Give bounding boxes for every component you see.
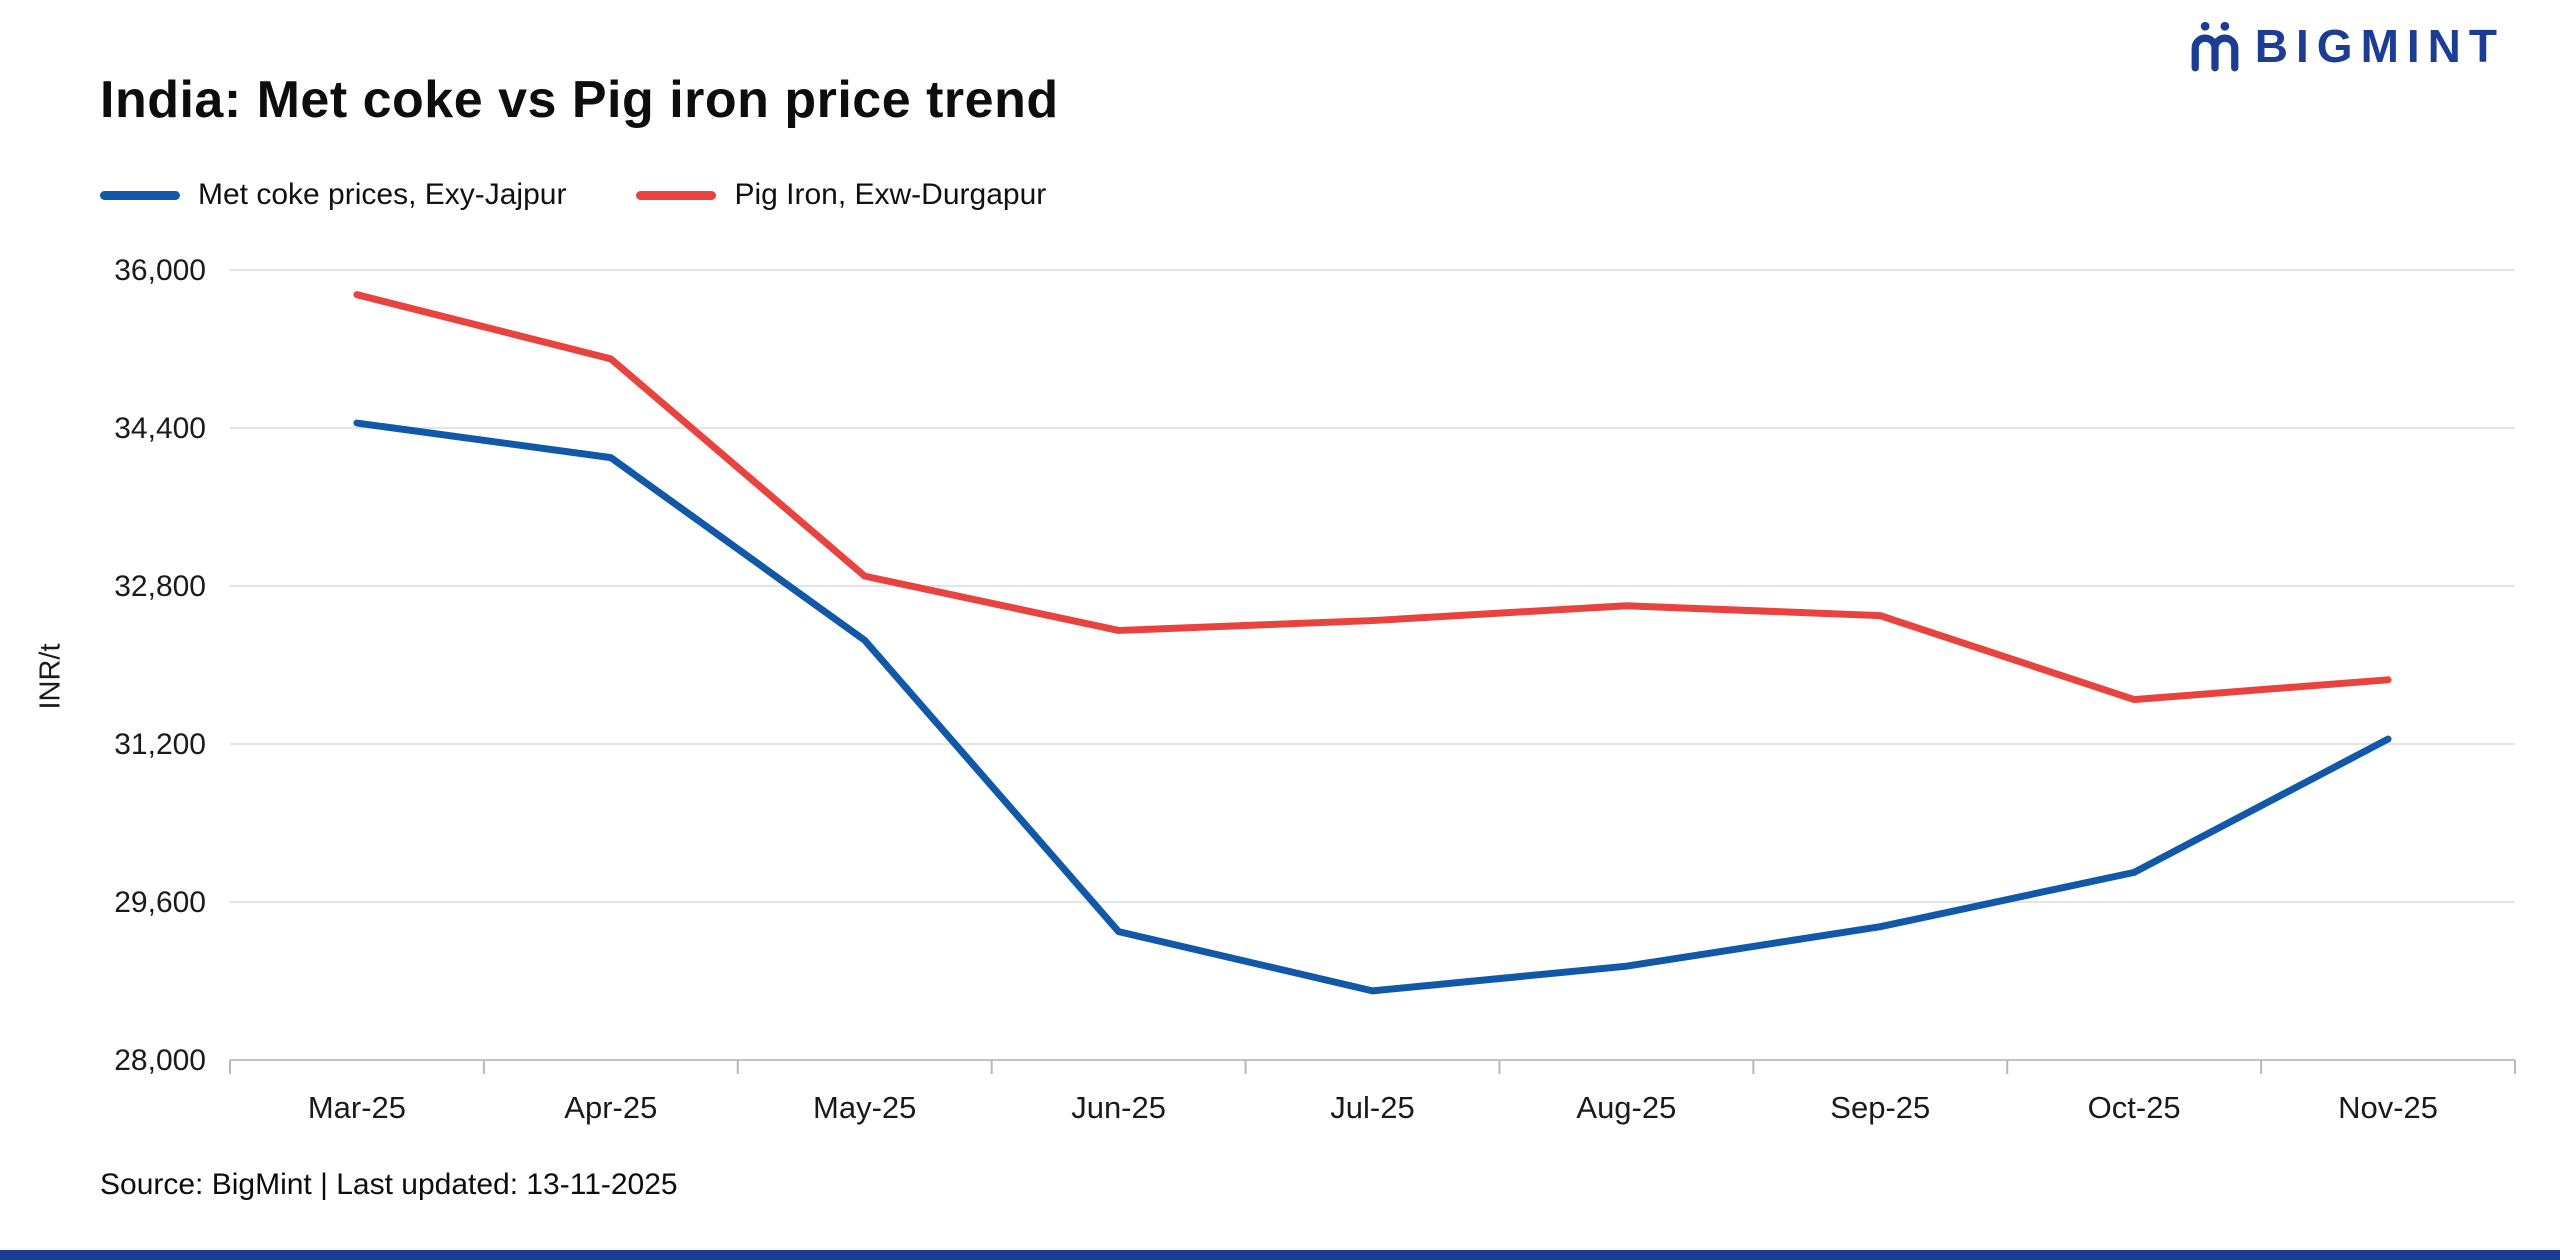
- svg-text:Jun-25: Jun-25: [1071, 1090, 1166, 1125]
- page-title: India: Met coke vs Pig iron price trend: [100, 71, 1059, 129]
- legend-label: Met coke prices, Exy-Jajpur: [198, 178, 567, 211]
- svg-text:May-25: May-25: [813, 1090, 916, 1125]
- legend-label: Pig Iron, Exw-Durgapur: [734, 178, 1047, 211]
- svg-text:29,600: 29,600: [114, 886, 206, 919]
- svg-text:31,200: 31,200: [114, 728, 206, 761]
- svg-text:Apr-25: Apr-25: [564, 1090, 657, 1125]
- svg-text:34,400: 34,400: [114, 412, 206, 445]
- svg-text:36,000: 36,000: [114, 254, 206, 287]
- svg-text:Sep-25: Sep-25: [1830, 1090, 1930, 1125]
- pig-iron-line-swatch: [636, 190, 717, 200]
- legend-item-pig-iron: Pig Iron, Exw-Durgapur: [636, 178, 1046, 212]
- price-trend-chart: 28,000 29,600 31,200 32,800 34,400 36,000 Mar-…: [0, 230, 2560, 1140]
- bigmint-logo: BIGMINT: [2189, 18, 2505, 74]
- source-caption: Source: BigMint | Last updated: 13-11-20…: [100, 1168, 678, 1201]
- bigmint-logo-text: BIGMINT: [2254, 20, 2505, 72]
- svg-text:Nov-25: Nov-25: [2338, 1090, 2438, 1125]
- met-coke-line-swatch: [100, 190, 180, 200]
- svg-text:Aug-25: Aug-25: [1576, 1090, 1676, 1125]
- svg-text:Jul-25: Jul-25: [1330, 1090, 1414, 1125]
- legend-item-met-coke: Met coke prices, Exy-Jajpur: [100, 178, 566, 212]
- chart-legend: Met coke prices, Exy-Jajpur Pig Iron, Ex…: [100, 178, 1046, 212]
- svg-text:28,000: 28,000: [114, 1044, 206, 1077]
- svg-text:Oct-25: Oct-25: [2088, 1090, 2181, 1125]
- bottom-accent-bar: [0, 1250, 2560, 1260]
- line-chart-canvas: 28,000 29,600 31,200 32,800 34,400 36,000 Mar-…: [114, 254, 2516, 1125]
- bigmint-logo-icon: [2191, 21, 2239, 72]
- y-axis-label: INR/t: [34, 643, 67, 710]
- svg-text:Mar-25: Mar-25: [308, 1090, 406, 1125]
- svg-text:32,800: 32,800: [114, 570, 206, 603]
